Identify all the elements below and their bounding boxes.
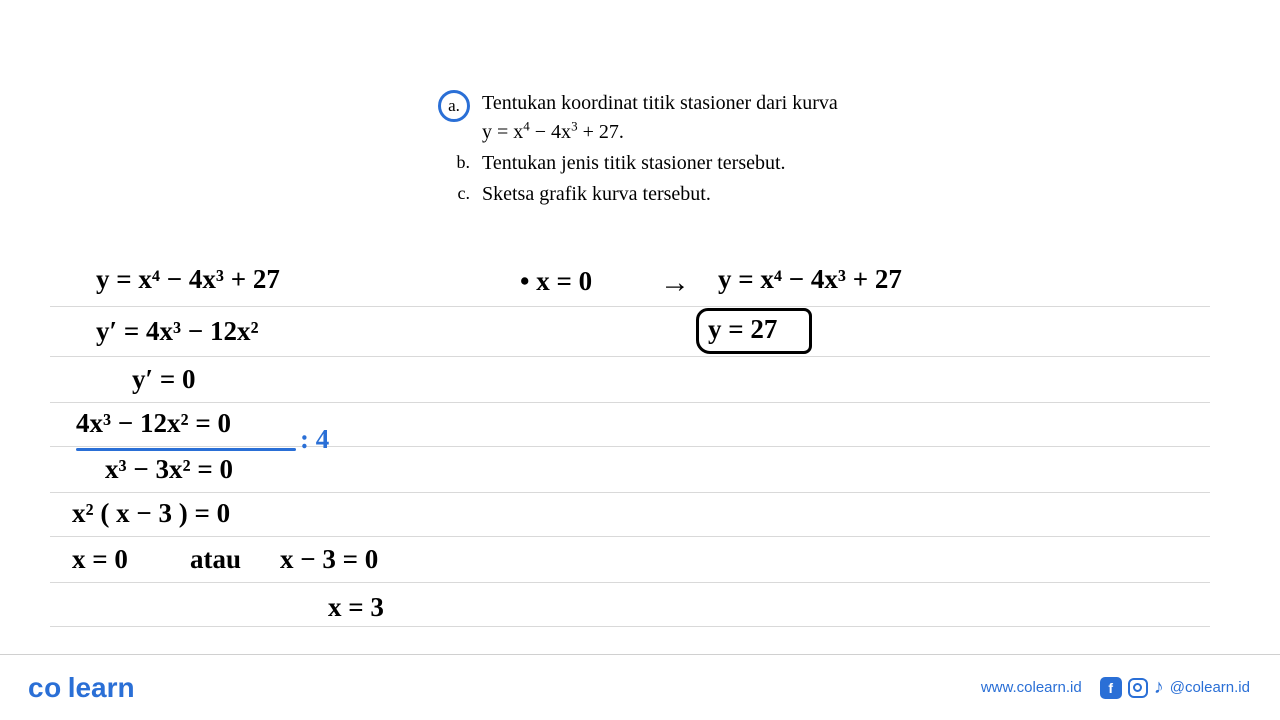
footer: colearn www.colearn.id f ♪ @colearn.id (0, 654, 1280, 720)
hw-l8: x = 3 (328, 592, 384, 623)
instagram-icon (1128, 678, 1148, 698)
hw-l2: y′ = 4x³ − 12x² (96, 316, 259, 347)
arrow-icon: → (660, 266, 690, 300)
site-url: www.colearn.id (981, 679, 1082, 696)
brand-logo: colearn (28, 672, 135, 704)
hw-l7c: x − 3 = 0 (280, 544, 378, 575)
hw-l5: x³ − 3x² = 0 (105, 454, 233, 485)
facebook-icon: f (1100, 677, 1122, 699)
marker-a-circled: a. (438, 90, 470, 122)
handwriting-area: y = x⁴ − 4x³ + 27 y′ = 4x³ − 12x² y′ = 0… (50, 258, 1210, 630)
problem-a-text: Tentukan koordinat titik stasioner dari … (482, 90, 838, 146)
hw-r1a: • x = 0 (520, 266, 592, 297)
divide-underline (76, 448, 296, 451)
hw-l7a: x = 0 (72, 544, 128, 575)
problem-statement: a. Tentukan koordinat titik stasioner da… (432, 90, 952, 212)
marker-b: b. (457, 150, 471, 173)
divide-label: : 4 (300, 424, 329, 455)
problem-c-text: Sketsa grafik kurva tersebut. (482, 181, 711, 208)
hw-l3: y′ = 0 (132, 364, 195, 395)
hw-r2: y = 27 (708, 314, 777, 345)
hw-l1: y = x⁴ − 4x³ + 27 (96, 264, 280, 295)
social-icons: f ♪ @colearn.id (1100, 676, 1250, 699)
tiktok-icon: ♪ (1154, 676, 1164, 699)
social-handle: @colearn.id (1170, 679, 1250, 696)
hw-r1c: y = x⁴ − 4x³ + 27 (718, 264, 902, 295)
marker-c: c. (458, 181, 471, 204)
hw-l6: x² ( x − 3 ) = 0 (72, 498, 230, 529)
problem-b-text: Tentukan jenis titik stasioner tersebut. (482, 150, 786, 177)
hw-l4: 4x³ − 12x² = 0 (76, 408, 231, 439)
hw-l7b: atau (190, 544, 241, 575)
